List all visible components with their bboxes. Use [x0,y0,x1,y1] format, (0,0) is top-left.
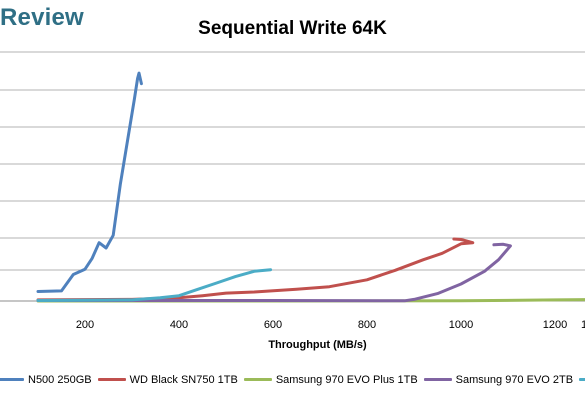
chart-legend: N500 250GB WD Black SN750 1TB Samsung 970 … [0,372,585,388]
legend-label: N500 250GB [28,373,92,386]
series-line-5 [36,268,273,302]
x-tick-label: 400 [170,319,188,331]
legend-item: Samsung 970 EVO 2TB [423,373,574,386]
legend-item: Samsung 970 EVO Plus 1TB [243,373,418,386]
legend-swatch [97,378,126,381]
x-tick-label: 1200 [543,319,567,331]
legend-swatch [423,378,452,381]
x-tick-label: 200 [76,319,94,331]
legend-item [579,378,585,381]
legend-item: WD Black SN750 1TB [97,373,238,386]
legend-swatch [0,378,24,381]
legend-swatch [579,378,585,381]
x-axis-label: Throughput (MB/s) [268,339,367,351]
x-tick-label: 600 [264,319,282,331]
legend-label: Samsung 970 EVO 2TB [455,373,574,386]
series-lines [36,71,585,303]
chart-title: Sequential Write 64K [198,18,387,39]
series-line-4 [36,242,512,303]
x-tick-label: 800 [358,319,376,331]
legend-label: WD Black SN750 1TB [129,373,238,386]
series-line-2 [36,237,475,302]
x-tick-labels: 200 400 600 800 1000 1200 1 [76,319,585,331]
x-tick-label: 1000 [449,319,473,331]
series-line-1 [36,71,143,293]
legend-swatch [243,378,272,381]
legend-label: Samsung 970 EVO Plus 1TB [275,373,418,386]
x-tick-label: 1 [581,319,585,331]
site-logo: Review [0,4,84,31]
legend-item: N500 250GB [0,374,92,386]
